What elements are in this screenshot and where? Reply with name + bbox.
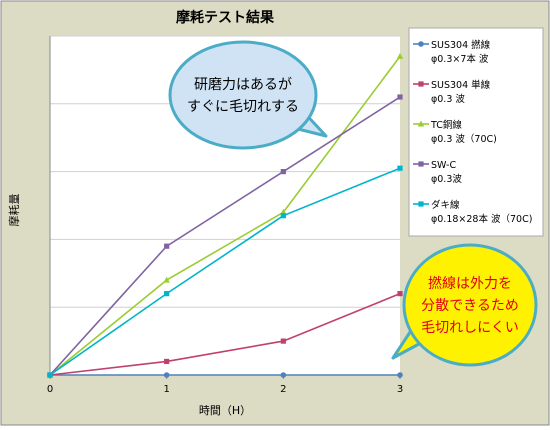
x-tick-label: 1: [163, 384, 169, 395]
x-tick-label: 2: [280, 384, 286, 395]
series-5: [47, 165, 403, 378]
legend-box: [408, 27, 544, 237]
data-point: [397, 291, 403, 297]
legend-label: TC銅線 φ0.3 波（70C): [430, 119, 497, 145]
data-point: [280, 169, 286, 175]
data-point: [397, 372, 403, 378]
data-point: [47, 372, 53, 378]
callout-2: 撚線は外力を分散できるため毛切れしにくい: [391, 243, 538, 367]
legend: SUS304 撚線 φ0.3×7本 波 SUS304 単線 φ0.3 波 TC銅線 φ0.…: [408, 27, 544, 237]
data-point: [163, 372, 170, 378]
data-point: [164, 243, 170, 249]
legend-label: SUS304 単線 φ0.3 波: [431, 79, 491, 105]
data-point: [396, 52, 404, 59]
legend-label: SW-C φ0.3波: [431, 160, 462, 185]
legend-item-1: SUS304 撚線 φ0.3×7本 波: [413, 39, 491, 65]
data-point: [417, 120, 425, 127]
x-tick-label: 0: [47, 384, 53, 395]
data-point: [418, 161, 424, 167]
y-axis-title: 摩耗量: [7, 194, 21, 227]
callout-text: 研磨力はあるがすぐに毛切れする: [187, 77, 299, 115]
callout-text: 撚線は外力を分散できるため毛切れしにくい: [421, 276, 519, 336]
series-line: [49, 96, 401, 376]
series-line: [49, 167, 401, 376]
callout-1: 研磨力はあるがすぐに毛切れする: [168, 40, 328, 150]
callout-bubble: [168, 40, 318, 150]
data-point: [164, 358, 170, 365]
data-point: [418, 41, 424, 47]
series-line: [49, 292, 401, 376]
x-tick-label: 3: [397, 384, 403, 395]
data-point: [280, 372, 287, 378]
data-point: [397, 94, 403, 100]
callout-bubble: [402, 243, 538, 367]
legend-item-5: ダキ線 φ0.18×28本 波（70C): [413, 199, 532, 225]
callout-seam: [418, 320, 430, 338]
chart-title: 摩耗テスト結果: [176, 9, 275, 26]
data-point: [280, 338, 286, 344]
data-point: [397, 165, 403, 171]
data-point: [280, 213, 286, 219]
legend-item-2: SUS304 単線 φ0.3 波: [413, 79, 491, 105]
data-point: [164, 291, 170, 297]
legend-label: ダキ線 φ0.18×28本 波（70C): [431, 199, 532, 225]
legend-item-4: SW-C φ0.3波: [413, 160, 462, 185]
grid-layer: [50, 35, 400, 308]
legend-item-3: TC銅線 φ0.3 波（70C): [413, 119, 497, 145]
x-axis-title: 時間（H）: [199, 404, 251, 417]
data-point: [163, 276, 170, 283]
data-point: [418, 201, 424, 207]
legend-label: SUS304 撚線 φ0.3×7本 波: [431, 39, 491, 65]
callout-seam: [290, 108, 300, 127]
series-layer: [46, 52, 404, 378]
data-point: [418, 81, 424, 87]
